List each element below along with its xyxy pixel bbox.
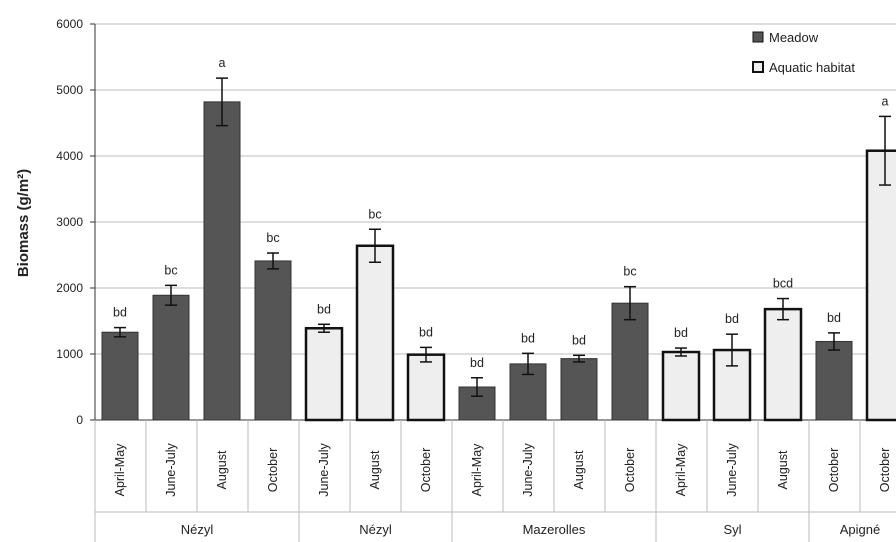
significance-label: bd xyxy=(317,302,331,316)
category-label: June-July xyxy=(725,443,739,497)
group-label: Nézyl xyxy=(359,522,392,537)
y-tick-label: 4000 xyxy=(56,149,83,163)
significance-label: a xyxy=(882,94,889,108)
category-label: October xyxy=(827,448,841,492)
category-label: June-July xyxy=(521,443,535,497)
bar-meadow xyxy=(101,331,139,421)
category-label: April-May xyxy=(113,443,127,497)
legend-swatch xyxy=(752,31,764,43)
bar-meadow xyxy=(611,302,649,421)
bar-aquatic xyxy=(763,307,803,422)
significance-label: bd xyxy=(470,356,484,370)
category-label: June-July xyxy=(164,443,178,497)
y-tick-label: 0 xyxy=(76,413,83,427)
category-label: August xyxy=(572,450,586,489)
bar-aquatic xyxy=(304,327,344,422)
y-tick-label: 6000 xyxy=(56,17,83,31)
y-tick-label: 5000 xyxy=(56,83,83,97)
group-label: Mazerolles xyxy=(523,522,586,537)
significance-label: bd xyxy=(674,326,688,340)
significance-label: bd xyxy=(572,333,586,347)
significance-label: bd xyxy=(725,312,739,326)
legend-label: Meadow xyxy=(769,30,819,45)
group-label: Syl xyxy=(723,522,741,537)
bar-meadow xyxy=(560,358,598,421)
y-tick-label: 1000 xyxy=(56,347,83,361)
significance-label: bc xyxy=(266,231,279,245)
category-label: August xyxy=(368,450,382,489)
category-labels: April-May June-July August October June-July… xyxy=(94,420,896,542)
bar-meadow xyxy=(152,294,190,421)
category-label: October xyxy=(878,448,892,492)
legend-swatch xyxy=(752,61,764,73)
bar-meadow xyxy=(254,260,292,421)
bar-aquatic xyxy=(661,350,701,422)
bar-meadow xyxy=(815,340,853,421)
significance-label: bd xyxy=(827,311,841,325)
bar-aquatic xyxy=(406,353,446,422)
y-tick-label: 2000 xyxy=(56,281,83,295)
bar-aquatic xyxy=(865,149,896,422)
group-label: Apigné xyxy=(840,522,880,537)
category-label: August xyxy=(776,450,790,489)
significance-label: a xyxy=(219,56,226,70)
significance-label: bd xyxy=(419,325,433,339)
y-axis-title: Biomass (g/m²) xyxy=(15,169,32,277)
bar-aquatic xyxy=(355,244,395,422)
significance-label: bc xyxy=(164,263,177,277)
legend-label: Aquatic habitat xyxy=(769,60,855,75)
category-label: April-May xyxy=(470,443,484,497)
significance-label: bd xyxy=(113,306,127,320)
category-label: October xyxy=(419,448,433,492)
bars: bd bc a bc bd bc bd bd bd bd bc bd bd bcd bd a xyxy=(101,56,896,422)
category-label: October xyxy=(266,448,280,492)
significance-label: bc xyxy=(623,265,636,279)
legend: Meadow Aquatic habitat xyxy=(752,30,855,75)
group-label: Nézyl xyxy=(181,522,214,537)
category-label: October xyxy=(623,448,637,492)
significance-label: bd xyxy=(521,331,535,345)
category-label: April-May xyxy=(674,443,688,497)
significance-label: bc xyxy=(368,207,381,221)
bar-meadow xyxy=(203,101,241,421)
y-tick-label: 3000 xyxy=(56,215,83,229)
significance-label: bcd xyxy=(773,277,793,291)
category-label: August xyxy=(215,450,229,489)
category-label: June-July xyxy=(317,443,331,497)
